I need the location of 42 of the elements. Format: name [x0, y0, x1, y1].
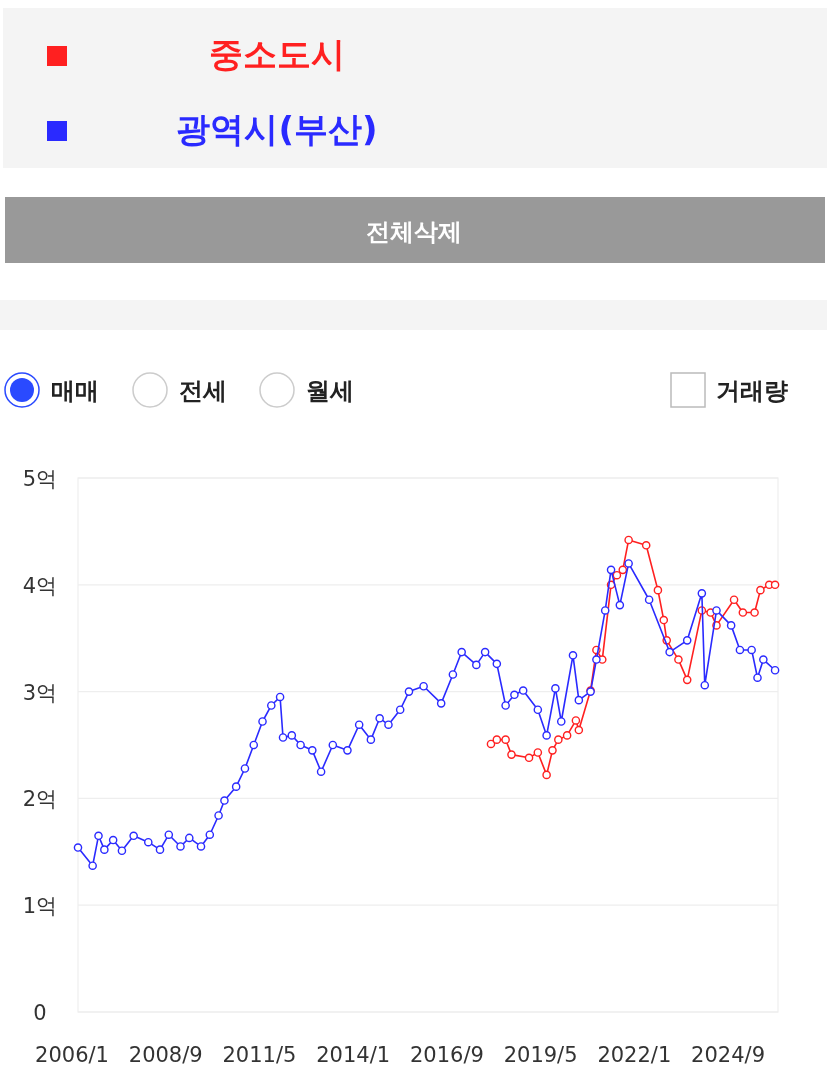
point — [641, 540, 651, 550]
legend: 중소도시 광역시(부산) — [3, 8, 827, 168]
point — [554, 735, 563, 744]
x-tick-label: 2014/1 — [316, 1043, 391, 1067]
point — [750, 608, 759, 617]
point — [682, 675, 692, 685]
point — [548, 746, 557, 755]
y-tick-label: 5억 — [22, 467, 58, 491]
point — [486, 739, 496, 749]
x-tick-label: 2022/1 — [597, 1043, 672, 1067]
x-tick-label: 2016/9 — [409, 1043, 484, 1067]
y-tick-label: 0 — [33, 1001, 47, 1025]
point — [533, 748, 543, 757]
point — [674, 655, 683, 664]
y-tick-label: 1억 — [22, 894, 58, 919]
point — [492, 735, 502, 744]
point — [618, 565, 628, 575]
y-tick-label: 2억 — [22, 787, 58, 812]
point — [770, 580, 780, 590]
y-tick-label: 4억 — [22, 573, 58, 598]
button: 전체삭제 — [5, 197, 825, 263]
x-tick-label: 2006/1 — [35, 1043, 109, 1067]
x-tick-label: 2019/5 — [503, 1043, 578, 1067]
point — [653, 585, 663, 595]
point — [659, 615, 669, 625]
point — [574, 725, 584, 735]
x-tick-label: 2024/9 — [691, 1043, 766, 1067]
x-tick-label: 2008/9 — [128, 1043, 203, 1067]
checkbox: 거래량 — [670, 372, 788, 408]
point — [571, 716, 581, 725]
point — [524, 753, 534, 763]
point — [729, 595, 739, 605]
point — [501, 735, 510, 744]
point — [562, 731, 572, 740]
point — [624, 535, 633, 545]
point — [542, 770, 551, 780]
point — [738, 608, 748, 617]
x-tick-label: 2011/5 — [222, 1043, 297, 1067]
point — [756, 585, 765, 595]
point — [612, 570, 622, 580]
point — [507, 750, 516, 759]
y-tick-label: 3억 — [22, 680, 58, 705]
